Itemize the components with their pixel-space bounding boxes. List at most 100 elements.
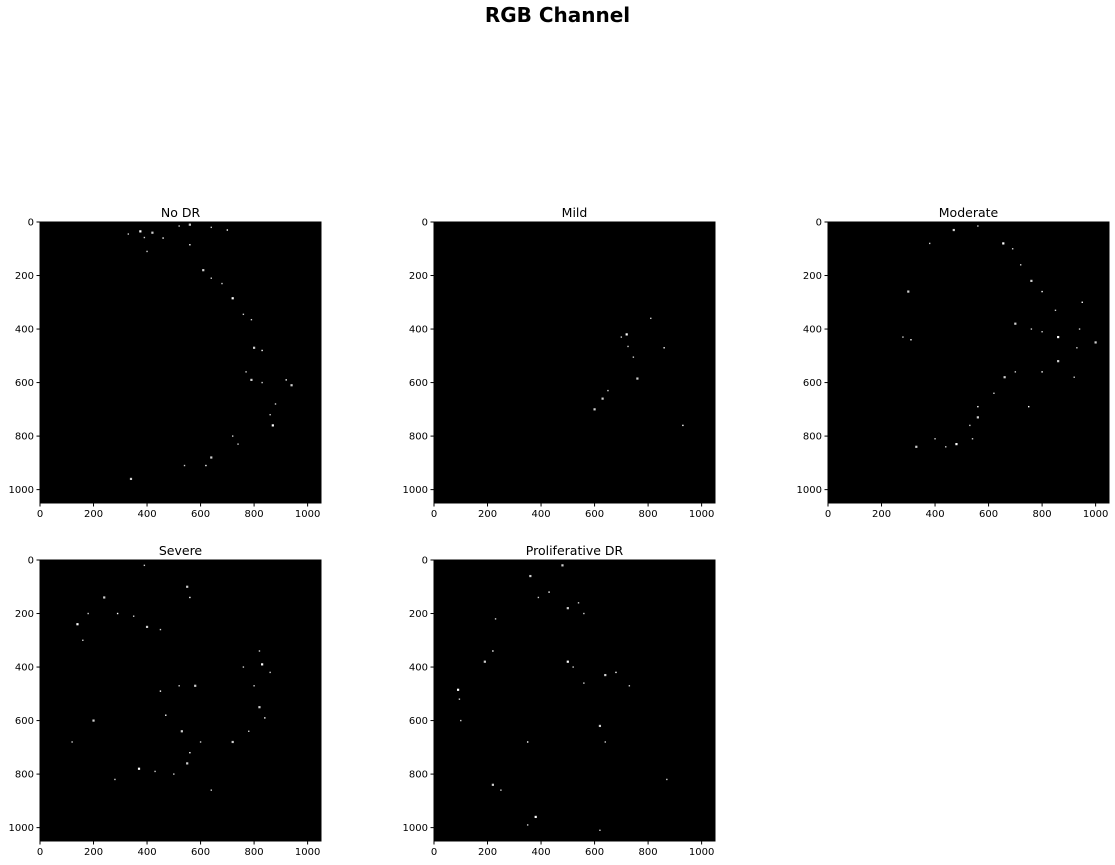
- bright-pixel: [993, 392, 995, 394]
- bright-pixel: [183, 464, 186, 467]
- x-tick-label: 200: [84, 847, 103, 858]
- bright-pixel: [226, 229, 229, 231]
- bright-pixel: [604, 741, 606, 743]
- bright-pixel: [87, 612, 89, 615]
- subplot-5: 0 200 400 600 800 1000 0 200 400 600 800 1000: [403, 556, 716, 858]
- y-tick-label: 400: [803, 325, 822, 336]
- bright-pixel: [607, 389, 609, 392]
- bright-pixel: [1041, 290, 1043, 293]
- y-tick-label: 200: [409, 609, 428, 620]
- bright-pixel: [534, 815, 537, 819]
- bright-pixel: [258, 706, 261, 709]
- bright-pixel: [494, 618, 497, 620]
- bright-pixel: [483, 660, 486, 663]
- bright-pixel: [178, 225, 180, 227]
- bright-pixel: [186, 585, 189, 588]
- bright-pixel: [666, 778, 668, 781]
- x-tick-label: 600: [191, 509, 210, 520]
- bright-pixel: [154, 770, 156, 773]
- x-tick-label: 400: [138, 847, 157, 858]
- bright-pixel: [604, 673, 607, 677]
- bright-pixel: [907, 290, 910, 293]
- bright-pixel: [258, 650, 261, 652]
- bright-pixel: [159, 690, 162, 692]
- bright-pixel: [114, 778, 116, 781]
- axes-frame: [433, 559, 716, 842]
- bright-pixel: [143, 236, 146, 239]
- bright-pixel: [264, 717, 266, 719]
- bright-pixel: [561, 564, 564, 567]
- bright-pixel: [274, 403, 277, 405]
- bright-pixel: [663, 347, 665, 349]
- bright-pixel: [934, 438, 936, 440]
- x-tick-label: 600: [979, 509, 998, 520]
- bright-pixel: [250, 378, 253, 381]
- bright-pixel: [180, 730, 183, 733]
- bright-pixel: [529, 574, 532, 578]
- axes-frame: [827, 221, 1110, 504]
- y-tick-label: 400: [409, 325, 428, 336]
- x-tick-label: 800: [1033, 509, 1052, 520]
- bright-pixel: [188, 223, 191, 226]
- bright-pixel: [202, 269, 205, 272]
- x-tick-label: 800: [245, 509, 264, 520]
- bright-pixel: [566, 607, 569, 610]
- bright-pixel: [945, 446, 947, 448]
- bright-pixel: [248, 730, 250, 732]
- bright-pixel: [269, 671, 271, 674]
- bright-pixel: [593, 408, 596, 411]
- x-tick-label: 1000: [689, 509, 714, 520]
- bright-pixel: [82, 639, 84, 641]
- image-background: [40, 560, 321, 841]
- y-tick-label: 400: [15, 663, 34, 674]
- bright-pixel: [76, 623, 79, 626]
- bright-pixel: [1076, 347, 1078, 349]
- bright-pixel: [928, 242, 931, 245]
- bright-pixel: [1003, 376, 1006, 379]
- x-tick-label: 200: [478, 509, 497, 520]
- y-tick-label: 0: [816, 218, 822, 229]
- subplot-title: Mild: [561, 205, 588, 220]
- bright-pixel: [159, 628, 162, 631]
- bright-pixel: [577, 602, 580, 604]
- y-tick-label: 800: [803, 432, 822, 443]
- bright-pixel: [902, 336, 904, 338]
- bright-pixel: [210, 789, 212, 791]
- bright-pixel: [237, 443, 239, 445]
- subplot-title: Severe: [158, 543, 203, 558]
- bright-pixel: [261, 663, 264, 666]
- bright-pixel: [1014, 322, 1017, 325]
- bright-pixel: [526, 824, 529, 826]
- bright-pixel: [977, 225, 979, 227]
- bright-pixel: [601, 397, 604, 400]
- bright-pixel: [252, 346, 256, 349]
- bright-pixel: [231, 297, 234, 300]
- bright-pixel: [245, 371, 247, 373]
- bright-pixel: [145, 625, 149, 629]
- bright-pixel: [625, 333, 628, 336]
- y-tick-label: 1000: [403, 823, 428, 834]
- y-tick-label: 1000: [9, 823, 34, 834]
- bright-pixel: [189, 596, 191, 599]
- bright-pixel: [194, 684, 197, 687]
- figure-title: RGB Channel: [484, 3, 631, 27]
- bright-pixel: [242, 666, 245, 668]
- bright-pixel: [583, 682, 585, 684]
- x-tick-label: 0: [431, 847, 437, 858]
- bright-pixel: [231, 435, 234, 437]
- image-background: [434, 560, 715, 841]
- y-tick-label: 400: [15, 325, 34, 336]
- bright-pixel: [165, 714, 167, 716]
- axes-frame: [39, 559, 322, 842]
- y-tick-label: 800: [409, 432, 428, 443]
- bright-pixel: [127, 233, 130, 235]
- bright-pixel: [146, 250, 148, 253]
- y-tick-label: 600: [409, 378, 428, 389]
- image-background: [828, 222, 1109, 503]
- y-tick-label: 600: [15, 378, 34, 389]
- bright-pixel: [242, 313, 245, 316]
- bright-pixel: [526, 741, 529, 743]
- bright-pixel: [103, 596, 106, 599]
- y-tick-label: 1000: [9, 485, 34, 496]
- x-tick-label: 1000: [1083, 509, 1108, 520]
